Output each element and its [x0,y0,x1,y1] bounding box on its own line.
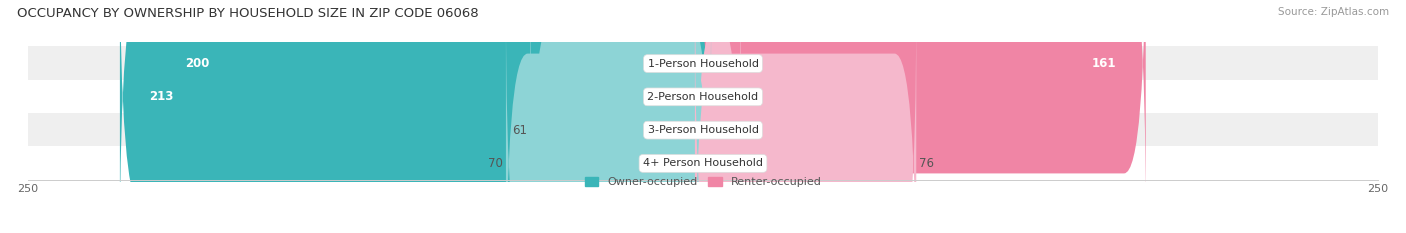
Legend: Owner-occupied, Renter-occupied: Owner-occupied, Renter-occupied [585,177,821,187]
FancyBboxPatch shape [506,7,711,233]
FancyBboxPatch shape [120,0,711,233]
Text: 11: 11 [744,124,758,137]
FancyBboxPatch shape [695,7,917,233]
Bar [28,46,1378,79]
Text: OCCUPANCY BY OWNERSHIP BY HOUSEHOLD SIZE IN ZIP CODE 06068: OCCUPANCY BY OWNERSHIP BY HOUSEHOLD SIZE… [17,7,478,20]
Bar [28,113,1378,146]
Bar [28,146,1378,179]
Text: 76: 76 [920,157,934,170]
Text: 200: 200 [184,57,209,70]
Text: 3-Person Household: 3-Person Household [648,125,758,135]
FancyBboxPatch shape [695,0,741,233]
Text: 70: 70 [488,157,503,170]
Text: 1-Person Household: 1-Person Household [648,58,758,69]
FancyBboxPatch shape [695,0,1146,220]
Text: 2-Person Household: 2-Person Household [647,92,759,102]
Text: 213: 213 [149,90,174,103]
Text: 161: 161 [1091,57,1116,70]
Bar [28,79,1378,113]
Text: 4+ Person Household: 4+ Person Household [643,158,763,168]
FancyBboxPatch shape [530,0,711,233]
FancyBboxPatch shape [155,0,711,220]
Text: 61: 61 [513,124,527,137]
Text: Source: ZipAtlas.com: Source: ZipAtlas.com [1278,7,1389,17]
Text: 0: 0 [714,90,721,103]
